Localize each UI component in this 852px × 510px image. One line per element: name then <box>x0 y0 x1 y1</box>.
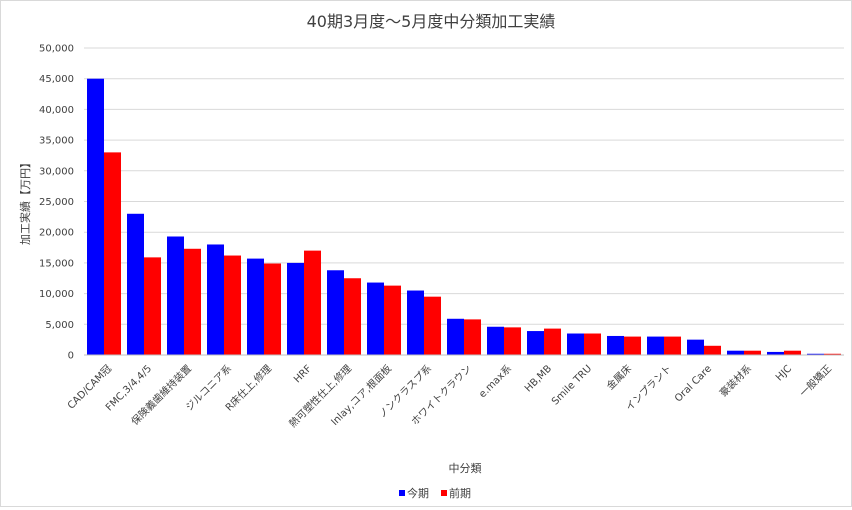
y-tick-label: 40,000 <box>39 105 74 116</box>
category-label: 一般矯正 <box>797 362 834 399</box>
bar-previous <box>104 152 121 355</box>
bar-current <box>807 353 824 355</box>
y-tick-label: 10,000 <box>39 289 74 300</box>
category-label: 豪装材系 <box>717 362 754 399</box>
bar-previous <box>784 350 801 355</box>
bar-previous <box>704 345 721 355</box>
y-tick-label: 20,000 <box>39 228 74 239</box>
bar-current <box>647 336 664 355</box>
legend-label: 前期 <box>449 486 471 500</box>
bar-current <box>527 331 544 355</box>
bar-current <box>87 78 104 355</box>
y-tick-label: 25,000 <box>39 197 74 208</box>
bar-current <box>127 213 144 355</box>
bar-current <box>767 351 784 355</box>
y-tick-label: 45,000 <box>39 74 74 85</box>
y-tick-label: 5,000 <box>45 320 74 331</box>
bar-previous <box>624 336 641 355</box>
category-label: e.max系 <box>477 363 515 401</box>
bar-current <box>727 350 744 355</box>
bar-previous <box>384 285 401 355</box>
y-tick-label: 15,000 <box>39 258 74 269</box>
bar-current <box>607 335 624 355</box>
legend-swatch <box>399 490 405 496</box>
y-tick-label: 30,000 <box>39 166 74 177</box>
bar-previous <box>464 319 481 355</box>
bar-previous <box>224 255 241 355</box>
bar-previous <box>264 263 281 355</box>
category-label: Oral Care <box>673 363 714 404</box>
bar-previous <box>184 248 201 355</box>
bar-previous <box>344 278 361 355</box>
y-tick-label: 50,000 <box>39 44 74 55</box>
category-label: HRF <box>292 363 314 385</box>
bar-current <box>367 282 384 355</box>
y-axis-title: 加工実績【万円】 <box>18 157 32 245</box>
bar-current <box>447 318 464 355</box>
bar-current <box>407 290 424 355</box>
y-tick-label: 35,000 <box>39 136 74 147</box>
category-label: HJC <box>774 363 794 383</box>
bar-current <box>487 326 504 355</box>
bar-previous <box>504 327 521 355</box>
bar-previous <box>824 353 841 355</box>
category-label: HB,MB <box>523 363 554 394</box>
bar-current <box>567 333 584 355</box>
bar-previous <box>304 250 321 355</box>
y-tick-label: 0 <box>68 351 74 362</box>
bar-previous <box>744 350 761 355</box>
category-labels: CAD/CAM冠FMC,3/4,4/5保険義歯維持装置ジルコニア系R床仕上,修理… <box>65 362 834 430</box>
legend-swatch <box>441 490 447 496</box>
x-axis-title: 中分類 <box>449 462 482 475</box>
chart-title: 40期3月度～5月度中分類加工実績 <box>307 12 556 31</box>
bar-current <box>167 236 184 355</box>
bar-current <box>247 258 264 355</box>
y-tick-labels: 0 5,000 10,000 15,000 20,000 25,000 30,000 35,0… <box>39 44 74 362</box>
bar-current <box>687 339 704 355</box>
bar-previous <box>544 328 561 355</box>
legend-label: 今期 <box>407 486 429 500</box>
bar-current <box>327 270 344 355</box>
bar-current <box>287 262 304 355</box>
legend: 今期 前期 <box>399 486 471 500</box>
bars <box>87 78 841 355</box>
category-label: Smile TRU <box>550 363 594 407</box>
bar-previous <box>424 296 441 355</box>
bar-previous <box>664 336 681 355</box>
bar-previous <box>144 257 161 355</box>
bar-current <box>207 244 224 355</box>
category-label: 金属床 <box>604 362 634 392</box>
bar-previous <box>584 333 601 355</box>
